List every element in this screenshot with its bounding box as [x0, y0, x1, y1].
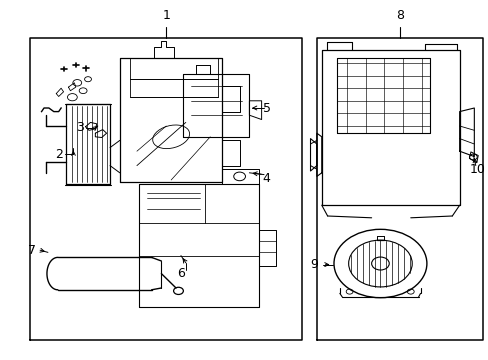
Text: 7: 7: [28, 244, 36, 257]
Text: 9: 9: [310, 258, 318, 271]
Text: 4: 4: [262, 172, 270, 185]
Text: 2: 2: [55, 148, 62, 161]
Text: 10: 10: [469, 163, 485, 176]
Text: 5: 5: [262, 102, 270, 114]
Text: 6: 6: [177, 267, 184, 280]
Text: 8: 8: [395, 9, 403, 22]
Text: 3: 3: [76, 121, 83, 134]
Text: 1: 1: [162, 9, 170, 22]
